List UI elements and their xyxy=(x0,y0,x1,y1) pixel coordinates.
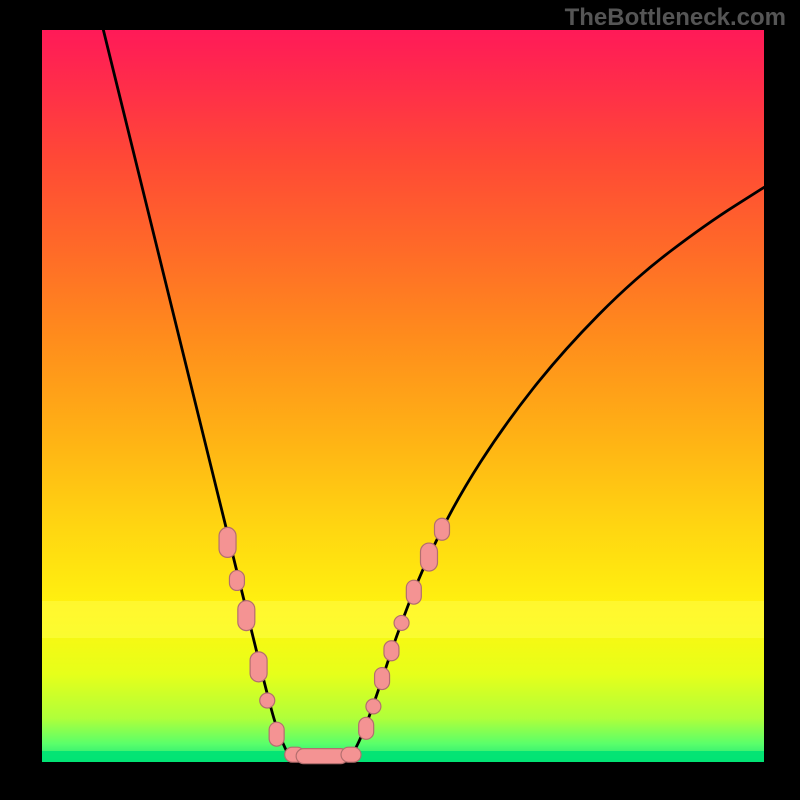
marker-point xyxy=(238,601,255,631)
curve-right-branch xyxy=(352,187,764,754)
watermark-text: TheBottleneck.com xyxy=(565,4,786,32)
curve-layer xyxy=(42,30,764,762)
marker-point xyxy=(434,518,449,540)
marker-point xyxy=(260,693,275,708)
marker-point xyxy=(269,722,284,746)
marker-point xyxy=(420,543,437,571)
marker-point xyxy=(406,580,421,604)
marker-point xyxy=(219,527,236,557)
marker-point xyxy=(394,615,409,630)
marker-point xyxy=(296,749,348,764)
marker-point xyxy=(359,717,374,739)
marker-point xyxy=(229,570,244,590)
curve-left-branch xyxy=(103,30,287,753)
marker-point xyxy=(384,641,399,661)
marker-point xyxy=(366,699,381,714)
marker-point xyxy=(250,652,267,682)
marker-point xyxy=(341,747,361,762)
plot-area xyxy=(42,30,764,762)
marker-point xyxy=(375,668,390,690)
chart-stage: TheBottleneck.com xyxy=(0,0,800,800)
